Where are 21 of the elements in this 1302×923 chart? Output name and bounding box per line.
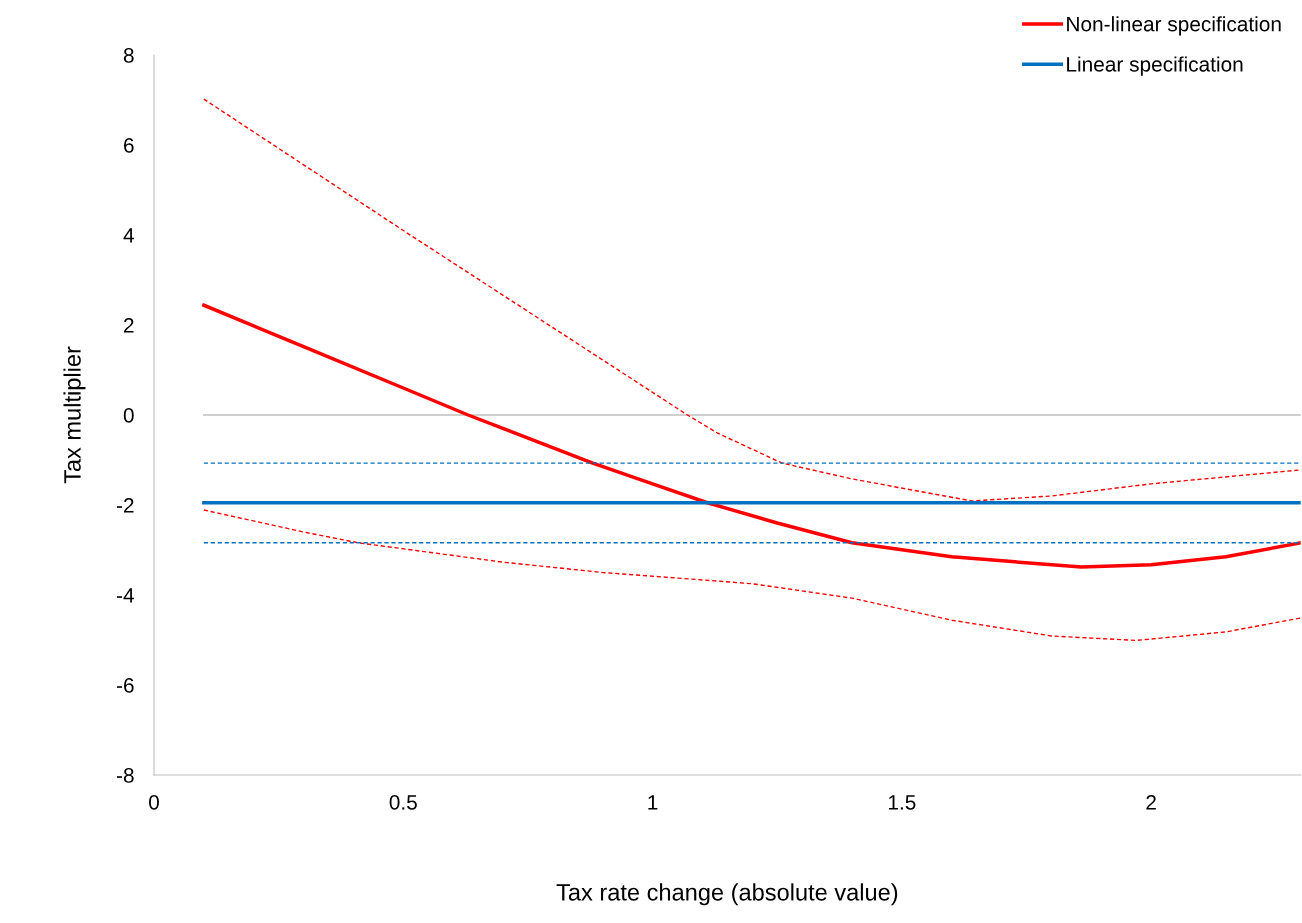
x-tick-label: 0.5 bbox=[389, 794, 417, 810]
x-tick-label: 1 bbox=[648, 795, 658, 810]
y-tick-label: 4 bbox=[123, 228, 134, 243]
y-tick-label: 8 bbox=[123, 48, 134, 63]
line-series bbox=[202, 303, 1301, 569]
y-axis-title: Tax multiplier bbox=[63, 346, 86, 484]
y-tick-label: -6 bbox=[116, 678, 134, 693]
y-tick-label: 2 bbox=[124, 318, 134, 333]
y-tick-label: 0 bbox=[123, 408, 134, 423]
legend-label: Non-linear specification bbox=[1067, 16, 1281, 36]
y-tick-label: -8 bbox=[116, 768, 134, 783]
y-tick-label: -4 bbox=[116, 588, 134, 603]
x-tick-label: 2 bbox=[1146, 794, 1156, 810]
legend-label: Linear specification bbox=[1067, 56, 1243, 76]
line-series bbox=[203, 509, 1301, 642]
x-tick-label: 0 bbox=[149, 794, 159, 810]
x-axis-title: Tax rate change (absolute value) bbox=[556, 883, 898, 906]
x-tick-label: 1.5 bbox=[888, 795, 916, 810]
line-series bbox=[203, 98, 1301, 502]
y-tick-label: 6 bbox=[124, 138, 134, 153]
y-tick-label: -2 bbox=[116, 498, 134, 513]
